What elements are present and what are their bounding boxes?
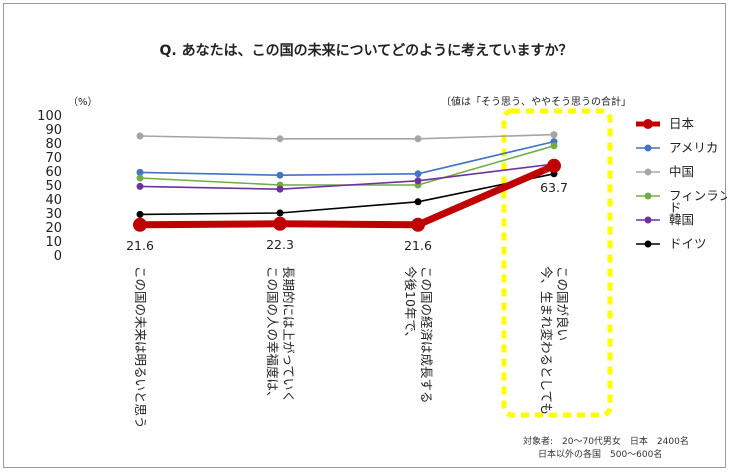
legend-marker: [643, 119, 653, 129]
y-tick-label: 60: [45, 165, 62, 180]
data-point: [273, 216, 287, 231]
legend-label: ドイツ: [669, 236, 707, 251]
data-point: [550, 142, 558, 150]
data-label: 63.7: [540, 180, 568, 195]
data-label: 21.6: [126, 238, 154, 253]
chart-note: 〔値は「そう思う、ややそう思うの合計」: [441, 95, 631, 108]
y-unit-label: （%）: [68, 96, 98, 108]
series-line: [139, 140, 555, 176]
series-line: [139, 133, 555, 140]
data-point: [136, 132, 144, 140]
footnote-line-2: 日本以外の各国 500～600名: [538, 448, 662, 460]
y-tick-label: 30: [45, 207, 62, 222]
data-point: [136, 174, 144, 182]
y-tick-label: 90: [45, 123, 62, 138]
y-tick-label: 20: [45, 221, 62, 236]
legend-label: アメリカ: [669, 140, 718, 155]
data-point: [414, 135, 422, 143]
y-tick-label: 70: [45, 151, 62, 166]
data-label: 21.6: [404, 238, 432, 253]
legend-marker: [644, 144, 652, 152]
data-point: [133, 217, 147, 232]
data-point: [136, 182, 144, 190]
series-line: [139, 163, 555, 190]
data-point: [411, 217, 425, 232]
chart-frame: Q. あなたは、この国の未来についてどのように考えていますか？ 〔値は「そう思う…: [3, 3, 727, 468]
data-point: [136, 168, 144, 176]
data-point: [276, 209, 284, 217]
legend-label: 韓国: [669, 212, 694, 227]
x-category-label: 今、生まれ変わるとしてもこの国が良い: [539, 266, 570, 415]
data-point: [136, 210, 144, 218]
legend-label: フィンランド: [669, 188, 727, 215]
x-category-label: この国の未来は明るいと思う: [133, 266, 148, 429]
x-category-label: この国の人の幸福度は、長期的には上がっていく: [265, 266, 296, 404]
data-point: [276, 185, 284, 193]
y-tick-label: 40: [45, 193, 62, 208]
legend-marker: [644, 192, 652, 200]
y-tick-label: 80: [45, 137, 62, 152]
legend-marker: [644, 168, 652, 176]
series-line: [139, 145, 555, 186]
highlight-box: [501, 108, 613, 418]
y-tick-label: 10: [45, 235, 62, 250]
y-tick-label: 100: [37, 109, 62, 124]
series-line: [139, 173, 555, 216]
data-point: [550, 131, 558, 139]
data-point: [276, 171, 284, 179]
data-point: [414, 198, 422, 206]
footnote-line-1: 対象者: 20～70代男女 日本 2400名: [523, 435, 689, 447]
legend-label: 日本: [669, 116, 695, 131]
data-label: 22.3: [266, 237, 294, 252]
y-tick-label: 50: [45, 179, 62, 194]
series-line: [139, 162, 556, 229]
line-chart: Q. あなたは、この国の未来についてどのように考えていますか？ 〔値は「そう思う…: [37, 42, 727, 460]
x-category-label: 今後10年で、この国の経済は成長する: [403, 266, 434, 404]
legend-marker: [644, 216, 652, 224]
data-point: [414, 177, 422, 185]
legend-marker: [644, 240, 652, 248]
legend-label: 中国: [669, 164, 694, 179]
y-tick-label: 0: [54, 249, 62, 264]
data-point: [414, 170, 422, 178]
data-point: [276, 135, 284, 143]
data-point: [547, 158, 561, 173]
chart-title: Q. あなたは、この国の未来についてどのように考えていますか？: [160, 42, 573, 59]
